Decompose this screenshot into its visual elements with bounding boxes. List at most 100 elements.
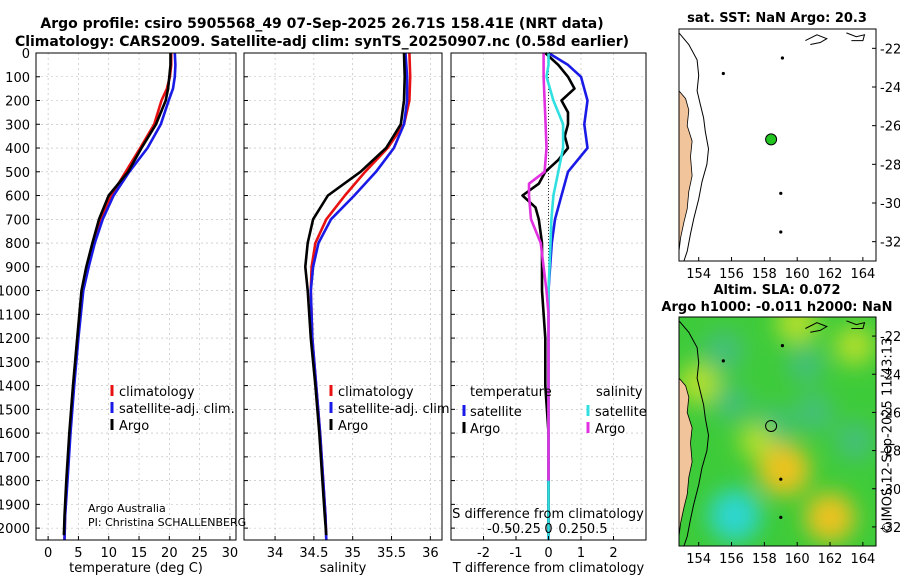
x-axis-label: T difference from climatology [452, 561, 645, 576]
x-tick-label: 0 [544, 546, 552, 561]
series-line-argo [303, 52, 407, 536]
map-frame [678, 316, 877, 547]
y-tick-label: -22 [880, 330, 900, 345]
land-polygon [679, 377, 693, 537]
shelf-contour [679, 320, 710, 546]
y-tick-label: 1400 [0, 380, 30, 395]
island-dot [721, 71, 725, 76]
credit-pi: PI: Christina SCHALLENBERG [88, 516, 246, 529]
sla-anomaly-blob [708, 489, 761, 542]
y-tick-label: 1800 [0, 475, 30, 490]
legend-label: Argo [338, 419, 368, 434]
legend-label: Argo [119, 419, 149, 434]
legend-group-title: salinity [596, 385, 643, 400]
reef-contour [846, 32, 866, 42]
credit-org: Argo Australia [88, 502, 166, 515]
y-tick-label: -30 [880, 483, 900, 498]
top-tick-label: -0.25 [507, 522, 541, 537]
x-tick-label: 36 [422, 546, 439, 561]
reef-contour [846, 320, 866, 329]
legend-label: climatology [338, 385, 414, 400]
sst-map-title: sat. SST: NaN Argo: 20.3 [687, 11, 867, 26]
sla-anomaly-blob [776, 317, 819, 344]
plot-frame [35, 52, 237, 541]
x-tick-label: 34 [267, 546, 284, 561]
x-tick-label: 2 [609, 546, 617, 561]
sla-anomaly-blob [834, 325, 875, 366]
y-tick-label: 1200 [0, 332, 30, 347]
series-line-s-satellite [545, 53, 565, 540]
sla-anomaly-field [679, 317, 875, 543]
x-tick-label: 25 [191, 546, 208, 561]
y-tick-label: 1300 [0, 356, 30, 371]
x-tick-label: 156 [719, 267, 744, 282]
y-tick-label: 700 [5, 213, 30, 228]
x-tick-label: 35.5 [377, 546, 406, 561]
legend-label: satellite-adj. clim. [338, 402, 454, 417]
imos-credit: ©IMOS 12-Sep-2025 11:43:13 [880, 337, 896, 535]
top-tick-label: 0 [544, 522, 552, 537]
y-tick-label: 500 [5, 166, 30, 181]
sla-anomaly-blob [786, 345, 825, 384]
y-tick-label: 2000 [0, 522, 30, 537]
x-tick-label: 30 [222, 546, 239, 561]
plot-frame [243, 52, 443, 541]
map-content [679, 317, 876, 546]
y-tick-label: 400 [5, 142, 30, 157]
x-tick-label: 158 [752, 267, 777, 282]
x-tick-label: 156 [719, 552, 744, 567]
y-tick-label: 1500 [0, 403, 30, 418]
y-tick-label: 1000 [0, 285, 30, 300]
island-dot [779, 191, 783, 195]
x-tick-label: 164 [850, 552, 875, 567]
reef-contour [805, 34, 828, 45]
argo-float-marker [765, 133, 778, 146]
y-tick-label: -28 [880, 445, 900, 460]
plot-area [244, 53, 442, 540]
island-dot [780, 56, 785, 60]
sla-anomaly-blob [793, 392, 834, 433]
y-tick-label: -26 [880, 406, 900, 421]
map-frame [678, 28, 877, 262]
x-axis-label: salinity [320, 561, 367, 576]
difference-panel: -2 -1 0 1 2T difference from climatology S di… [450, 51, 647, 576]
figure-title-line1: Argo profile: csiro 5905568_49 07-Sep-20… [40, 16, 603, 32]
x-tick-label: 0 [44, 546, 52, 561]
legend-label: satellite-adj. clim. [119, 402, 235, 417]
sla-map-title-line2: Argo h1000: -0.011 h2000: NaN [661, 300, 892, 315]
island-dot [780, 344, 785, 348]
y-tick-label: 100 [5, 71, 30, 86]
x-tick-label: 34.5 [299, 546, 328, 561]
sla-anomaly-blob [834, 421, 875, 462]
top-tick-label: 0.5 [587, 522, 608, 537]
island-dot [721, 359, 725, 363]
x-tick-label: 5 [74, 546, 82, 561]
sla-map-title-line1: Altim. SLA: 0.072 [714, 283, 841, 298]
top-tick-label: 0.25 [558, 522, 587, 537]
sla-anomaly-blob [758, 443, 811, 496]
island-dot [779, 230, 783, 234]
island-dot [779, 477, 783, 481]
x-tick-label: 164 [850, 267, 875, 282]
x-tick-label: -2 [477, 546, 490, 561]
x-tick-label: 15 [131, 546, 148, 561]
y-tick-label: 1600 [0, 427, 30, 442]
x-tick-label: 154 [686, 267, 711, 282]
legend-group-title: temperature [470, 385, 552, 400]
y-tick-label: 200 [5, 95, 30, 110]
y-tick-label: -22 [880, 42, 900, 57]
top-tick-label: -0.5 [487, 522, 512, 537]
legend-label: Argo [470, 422, 500, 437]
x-tick-label: 154 [686, 552, 711, 567]
y-tick-label: 900 [5, 261, 30, 276]
map-content [679, 29, 876, 261]
legend-label: climatology [119, 385, 195, 400]
x-tick-label: 35 [344, 546, 361, 561]
y-tick-label: 1900 [0, 498, 30, 513]
sst-map-panel: 154 156 158 160 162 164 -22 -24 -26 -28 -30 -32 sat.… [678, 11, 900, 282]
sla-anomaly-blob [712, 384, 751, 422]
temperature-panel: 0 5 10 15 20 25 300100200300400500600700800900… [0, 47, 238, 576]
sla-map-panel: 154 156 158 160 162 164 -22 -24 -26 -28 -30 -32 Alti… [661, 283, 900, 567]
sla-anomaly-blob [805, 492, 855, 543]
